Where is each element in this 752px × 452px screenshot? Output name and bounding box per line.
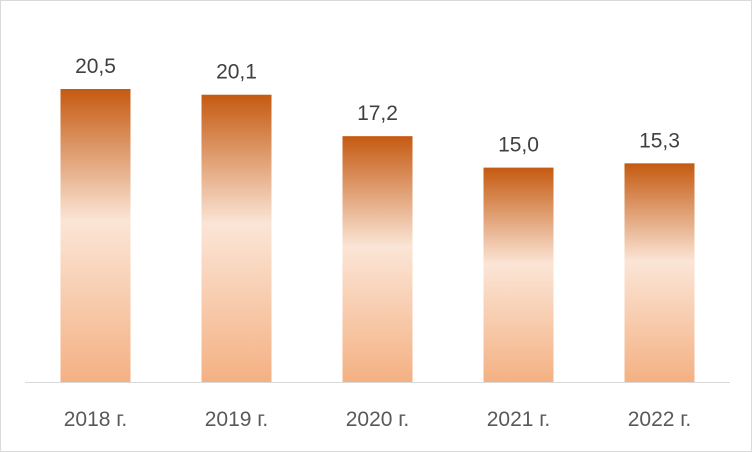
bar-2 [201,94,272,382]
data-label-5: 15,3 [639,129,680,152]
category-labels-group: 2018 г. 2019 г. 2020 г. 2021 г. 2022 г. [64,408,691,431]
category-label-4: 2021 г. [487,408,550,431]
bar-3 [342,136,413,382]
data-labels-group: 20,5 20,1 17,2 15,0 15,3 [75,55,680,157]
bar-4 [483,167,554,382]
data-label-1: 20,5 [75,55,116,78]
bars-group [60,89,695,382]
data-label-2: 20,1 [216,61,257,84]
data-label-3: 17,2 [357,102,398,125]
category-label-5: 2022 г. [628,408,691,431]
bar-5 [624,163,695,382]
category-label-2: 2019 г. [205,408,268,431]
bar-1 [60,89,131,382]
category-label-3: 2020 г. [346,408,409,431]
category-label-1: 2018 г. [64,408,127,431]
data-label-4: 15,0 [498,134,539,157]
